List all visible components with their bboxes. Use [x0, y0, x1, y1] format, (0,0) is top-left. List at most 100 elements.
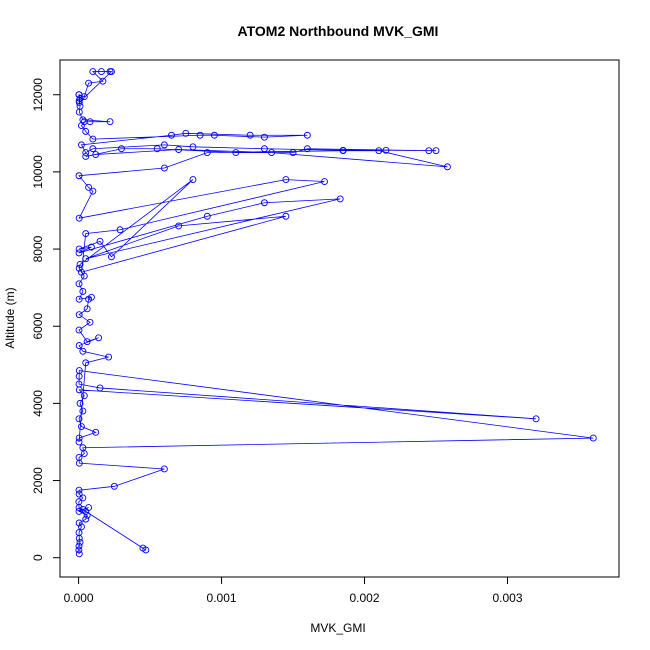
- data-point: [79, 347, 87, 355]
- data-point: [75, 386, 83, 394]
- y-tick-label: 12000: [31, 78, 45, 112]
- data-point: [86, 118, 94, 126]
- data-point: [82, 153, 90, 160]
- data-point: [108, 68, 115, 76]
- data-point: [82, 149, 90, 157]
- y-tick-label: 6000: [31, 313, 45, 340]
- data-point: [175, 222, 183, 230]
- x-tick-label: 0.003: [492, 591, 522, 605]
- data-point: [303, 145, 311, 153]
- data-point: [339, 146, 347, 154]
- data-point: [76, 399, 84, 407]
- data-point: [75, 214, 83, 222]
- y-axis: 0 2000 4000 6000 8000 10000 12000: [31, 78, 61, 561]
- data-point: [108, 253, 115, 261]
- data-point: [92, 428, 100, 436]
- chart-title: ATOM2 Northbound MVK_GMI: [238, 23, 439, 39]
- data-point: [79, 116, 87, 124]
- data-point: [282, 212, 290, 220]
- data-point: [82, 230, 90, 238]
- data-point: [189, 176, 197, 184]
- data-point: [118, 145, 125, 153]
- data-point: [75, 519, 83, 527]
- data-point: [82, 515, 90, 523]
- data-point: [532, 415, 540, 423]
- data-point: [246, 131, 254, 139]
- data-point: [76, 95, 84, 103]
- data-point: [75, 507, 83, 515]
- data-point: [82, 507, 90, 515]
- data-point: [77, 523, 85, 531]
- x-tick-label: 0.002: [350, 591, 380, 605]
- data-point: [75, 326, 83, 334]
- data-point: [75, 438, 83, 446]
- data-point: [153, 145, 161, 153]
- data-point: [75, 550, 83, 558]
- data-point: [79, 494, 87, 502]
- data-point: [210, 131, 218, 139]
- data-point: [110, 482, 118, 490]
- data-point: [85, 79, 93, 87]
- series-line: [78, 71, 594, 554]
- data-point: [83, 338, 91, 346]
- data-point: [75, 172, 83, 180]
- y-tick-label: 4000: [31, 390, 45, 417]
- data-point: [432, 147, 440, 155]
- data-point: [75, 542, 83, 550]
- data-point: [75, 453, 83, 461]
- data-point: [79, 407, 87, 415]
- data-point: [98, 68, 105, 76]
- data-point: [75, 372, 83, 380]
- y-tick-label: 10000: [31, 155, 45, 189]
- series-layer: [75, 68, 597, 558]
- data-point: [85, 183, 93, 191]
- data-point: [96, 237, 104, 245]
- data-point: [160, 164, 168, 172]
- data-point: [82, 127, 90, 135]
- data-point: [260, 133, 268, 141]
- data-point: [79, 288, 87, 295]
- data-point: [89, 68, 97, 76]
- data-point: [96, 384, 104, 392]
- data-point: [75, 415, 83, 423]
- data-point: [75, 295, 83, 303]
- data-point: [77, 423, 85, 430]
- data-point: [92, 151, 100, 158]
- data-point: [168, 131, 175, 139]
- data-point: [83, 511, 91, 519]
- data-point: [203, 212, 211, 220]
- data-point: [75, 98, 83, 106]
- data-point: [79, 444, 87, 452]
- data-point: [75, 529, 83, 537]
- data-point: [260, 145, 268, 153]
- data-point: [77, 268, 85, 276]
- data-point: [87, 243, 95, 251]
- data-point: [105, 353, 113, 361]
- data-point: [375, 147, 383, 155]
- data-point: [232, 149, 240, 157]
- data-point: [75, 342, 83, 349]
- data-point: [382, 146, 390, 154]
- data-point: [83, 305, 91, 313]
- data-point: [268, 149, 276, 157]
- x-axis-label: MVK_GMI: [310, 621, 365, 635]
- data-point: [203, 149, 211, 157]
- data-point: [289, 149, 297, 157]
- data-point: [77, 141, 85, 149]
- data-point: [75, 249, 83, 257]
- data-point: [75, 245, 83, 253]
- data-point: [82, 359, 90, 367]
- data-point: [303, 131, 311, 139]
- data-point: [99, 77, 107, 85]
- data-point: [75, 546, 83, 554]
- data-point: [75, 91, 83, 99]
- data-point: [86, 318, 94, 326]
- data-point: [75, 486, 83, 494]
- data-point: [89, 187, 97, 195]
- data-point: [87, 293, 95, 301]
- x-axis: 0.000 0.001 0.002 0.003: [64, 576, 523, 605]
- data-point: [75, 498, 83, 506]
- y-axis-label: Altitude (m): [3, 287, 17, 348]
- data-point: [75, 434, 83, 442]
